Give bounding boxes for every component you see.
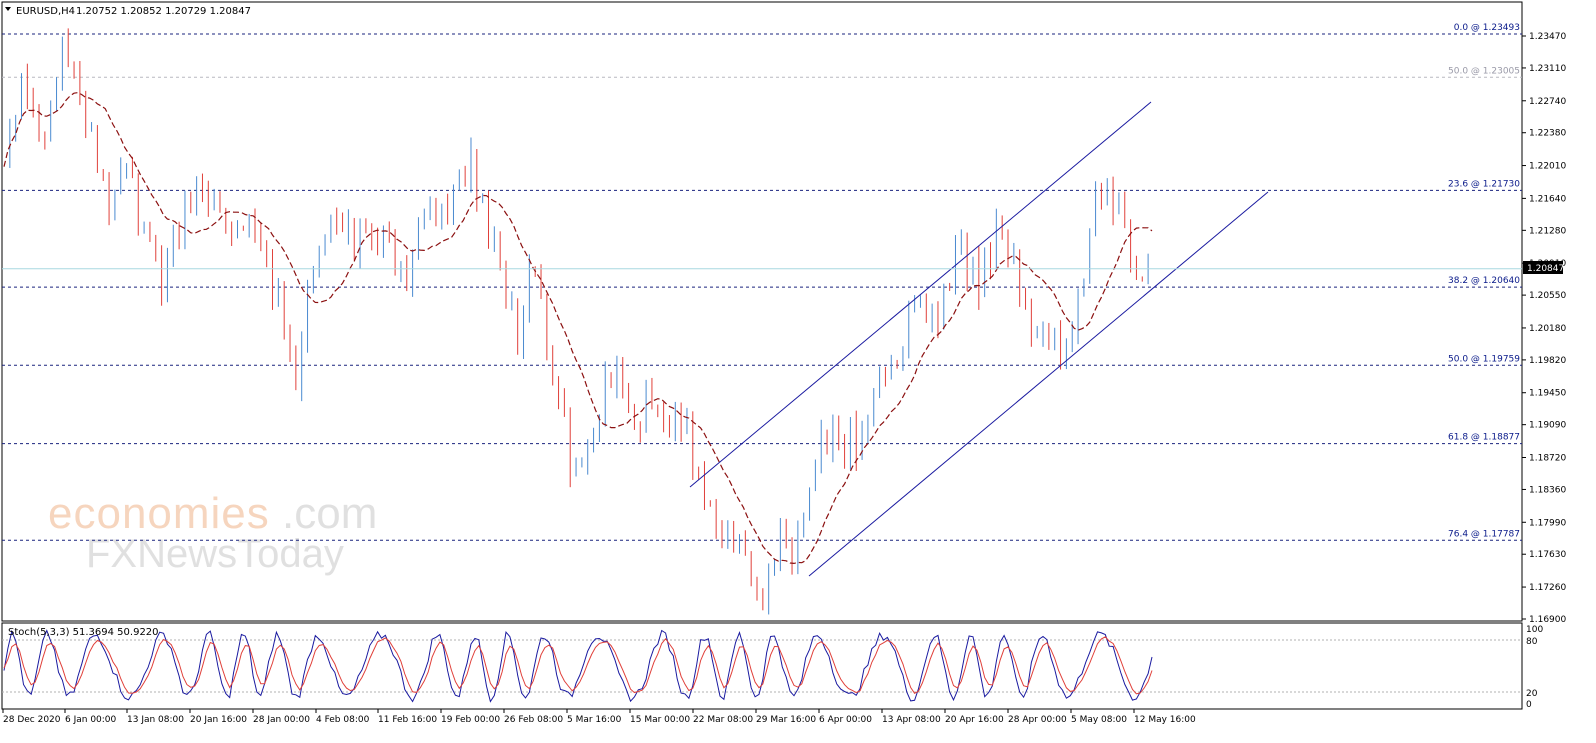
- fib-level-label: 76.4 @ 1.17787: [1448, 529, 1520, 539]
- x-tick-label: 6 Jan 00:00: [65, 715, 117, 725]
- stochastic-oscillator: [2, 629, 1522, 703]
- x-tick-label: 6 Apr 00:00: [819, 715, 872, 725]
- stoch-level-0: 0: [1526, 700, 1532, 710]
- fib-level-label: 38.2 @ 1.20640: [1448, 276, 1520, 286]
- x-tick-label: 29 Mar 16:00: [756, 715, 816, 725]
- stoch-level-80: 80: [1526, 637, 1538, 647]
- y-tick-label: 1.19450: [1529, 389, 1566, 399]
- current-price-value: 1.20847: [1527, 264, 1564, 274]
- dropdown-triangle-icon[interactable]: [5, 7, 11, 11]
- fibonacci-levels: 0.0 @ 1.23493 50.0 @ 1.23005 23.6 @ 1.2173…: [2, 23, 1522, 541]
- x-tick-label: 28 Dec 2020: [3, 715, 61, 725]
- x-tick-label: 13 Apr 08:00: [882, 715, 941, 725]
- y-tick-label: 1.16900: [1529, 615, 1566, 625]
- ohlc-values: 1.20752 1.20852 1.20729 1.20847: [76, 6, 251, 17]
- x-tick-label: 5 Mar 16:00: [567, 715, 622, 725]
- channel-lower-line[interactable]: [808, 191, 1269, 577]
- channel-upper-line[interactable]: [689, 101, 1152, 488]
- fib-level-label: 50.0 @ 1.23005: [1448, 66, 1520, 76]
- x-tick-label: 20 Apr 16:00: [945, 715, 1004, 725]
- trend-channel[interactable]: [689, 101, 1269, 577]
- y-tick-label: 1.20180: [1529, 324, 1566, 334]
- stoch-signal-line: [3, 636, 1153, 695]
- y-tick-label: 1.22010: [1529, 162, 1566, 172]
- y-tick-label: 1.17990: [1529, 518, 1566, 528]
- fib-level-label: 23.6 @ 1.21730: [1448, 179, 1520, 189]
- x-tick-label: 15 Mar 00:00: [630, 715, 690, 725]
- y-tick-label: 1.19820: [1529, 356, 1566, 366]
- x-tick-label: 11 Feb 16:00: [378, 715, 437, 725]
- y-tick-label: 1.19090: [1529, 421, 1566, 431]
- y-tick-label: 1.18720: [1529, 453, 1566, 463]
- watermark-economies: economies: [48, 489, 270, 538]
- stoch-level-20: 20: [1526, 689, 1538, 699]
- symbol-label: EURUSD,H4: [16, 6, 75, 17]
- x-tick-label: 13 Jan 08:00: [127, 715, 184, 725]
- x-tick-label: 12 May 16:00: [1134, 715, 1196, 725]
- chart-header: EURUSD,H4 1.20752 1.20852 1.20729 1.2084…: [5, 6, 251, 17]
- time-axis[interactable]: 28 Dec 2020 6 Jan 00:00 13 Jan 08:00 20 Jan…: [2, 709, 1196, 725]
- y-tick-label: 1.18360: [1529, 485, 1566, 495]
- stoch-main-line: [3, 629, 1153, 703]
- y-tick-label: 1.23470: [1529, 32, 1566, 42]
- y-tick-label: 1.20550: [1529, 291, 1566, 301]
- x-tick-label: 5 May 08:00: [1071, 715, 1127, 725]
- x-tick-label: 28 Jan 00:00: [253, 715, 310, 725]
- price-axis[interactable]: 1.23470 1.23110 1.22740 1.22380 1.22010 1.216…: [1522, 32, 1566, 625]
- main-plot-frame: [1, 1, 1523, 622]
- watermark-fxnewstoday: FXNewsToday: [86, 532, 344, 576]
- stoch-axis: 100 80 20 0: [1526, 625, 1543, 710]
- x-tick-label: 26 Feb 08:00: [504, 715, 563, 725]
- watermark: economies .com FXNewsToday: [48, 489, 377, 576]
- stoch-label: Stoch(5,3,3) 51.3694 50.9220: [8, 627, 159, 638]
- y-tick-label: 1.17260: [1529, 583, 1566, 593]
- fib-level-label: 0.0 @ 1.23493: [1454, 23, 1520, 33]
- fib-level-label: 50.0 @ 1.19759: [1448, 354, 1520, 364]
- y-tick-label: 1.21280: [1529, 226, 1566, 236]
- x-tick-label: 20 Jan 16:00: [190, 715, 247, 725]
- x-tick-label: 19 Feb 00:00: [441, 715, 500, 725]
- moving-average-line: [3, 91, 1153, 565]
- stoch-level-100: 100: [1526, 625, 1543, 635]
- current-price-tag: 1.20847: [1523, 261, 1564, 274]
- x-tick-label: 4 Feb 08:00: [316, 715, 370, 725]
- y-tick-label: 1.21640: [1529, 194, 1566, 204]
- y-tick-label: 1.17630: [1529, 550, 1566, 560]
- watermark-dotcom: .com: [282, 489, 377, 538]
- y-tick-label: 1.23110: [1529, 64, 1566, 74]
- fib-level-label: 61.8 @ 1.18877: [1448, 433, 1520, 443]
- x-tick-label: 28 Apr 00:00: [1008, 715, 1067, 725]
- y-tick-label: 1.22380: [1529, 129, 1566, 139]
- y-tick-label: 1.22740: [1529, 97, 1566, 107]
- stoch-plot-frame: [1, 622, 1523, 710]
- x-tick-label: 22 Mar 08:00: [693, 715, 753, 725]
